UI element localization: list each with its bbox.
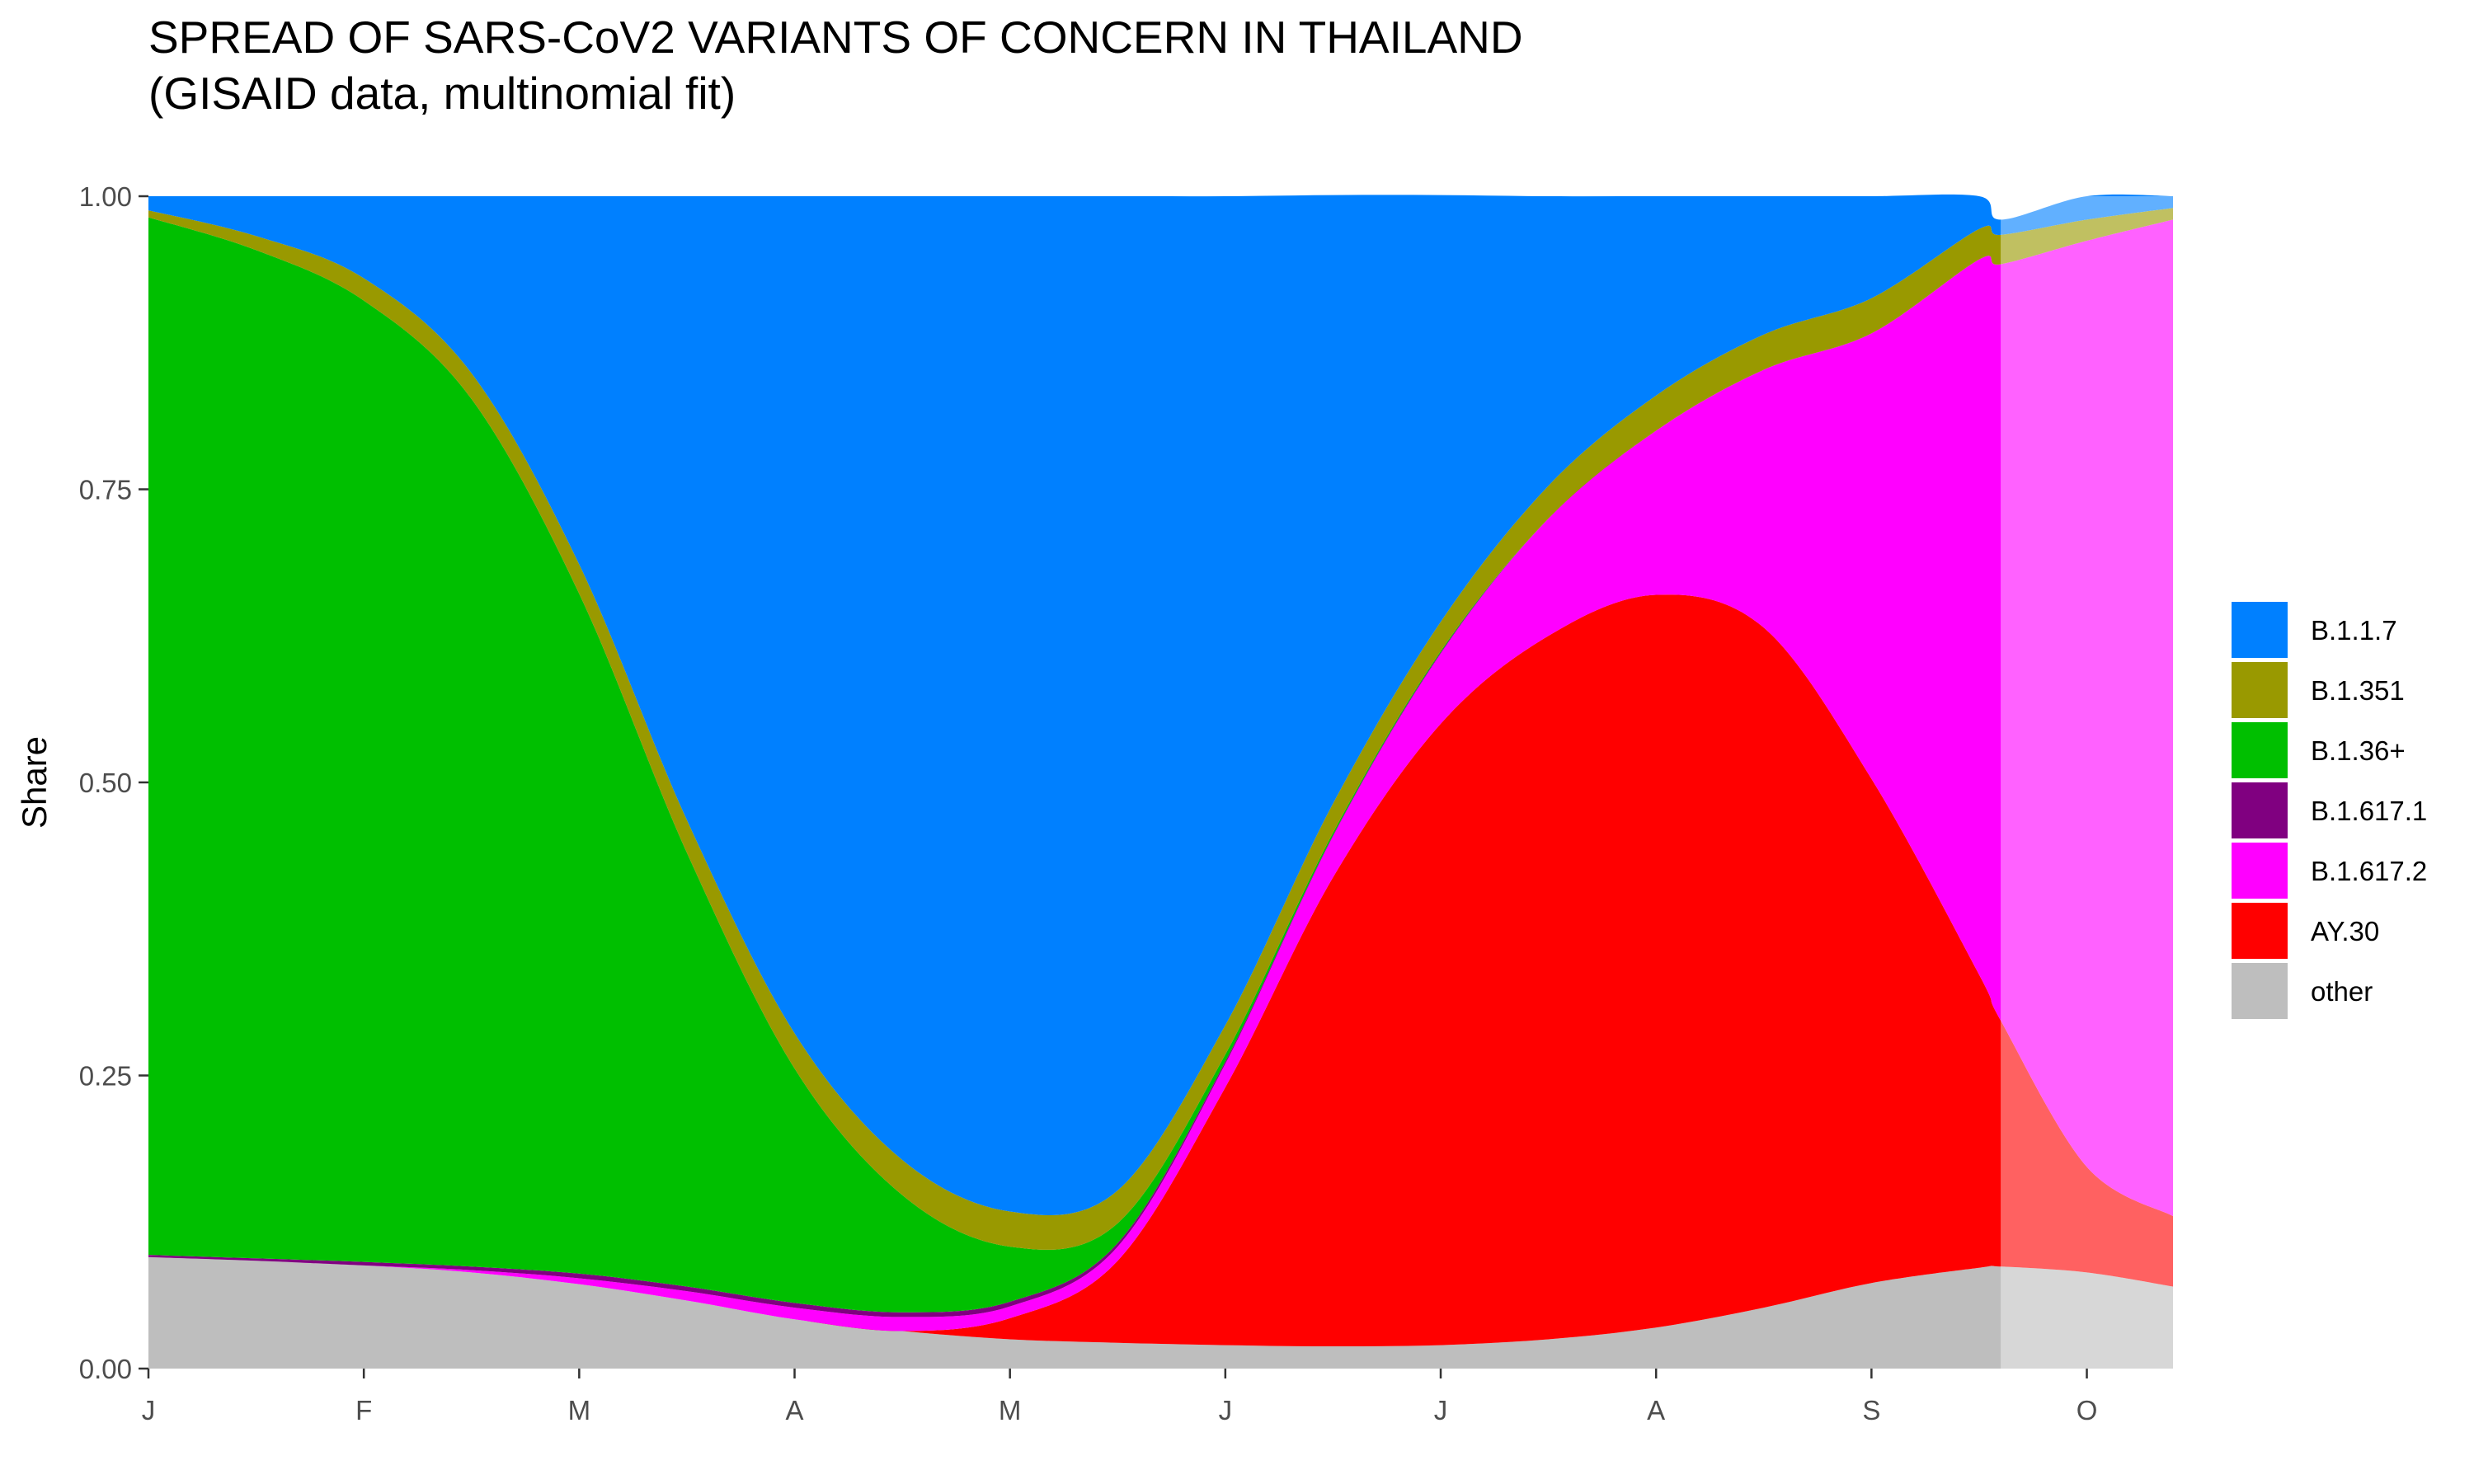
x-tick-label: J bbox=[1434, 1395, 1448, 1425]
x-tick-label: J bbox=[142, 1395, 156, 1425]
legend-label: AY.30 bbox=[2311, 916, 2379, 946]
x-tick-label: S bbox=[1862, 1395, 1880, 1425]
area-b-1-36- bbox=[148, 217, 2173, 1313]
x-tick-label: M bbox=[999, 1395, 1022, 1425]
legend-label: other bbox=[2311, 976, 2373, 1007]
legend: B.1.1.7 B.1.351 B.1.36+ B.1.617.1 B.1.617.2 A… bbox=[2232, 602, 2427, 1019]
y-tick-label: 0.75 bbox=[79, 475, 132, 505]
legend-label: B.1.617.2 bbox=[2311, 856, 2427, 886]
x-tick-label: J bbox=[1219, 1395, 1233, 1425]
y-axis-title: Share bbox=[15, 736, 54, 829]
legend-key-b-1-617-1 bbox=[2232, 782, 2288, 838]
legend-key-b-1-1-7 bbox=[2232, 602, 2288, 658]
chart-title: SPREAD OF SARS-CoV2 VARIANTS OF CONCERN … bbox=[148, 12, 1523, 63]
y-tick-label: 0.50 bbox=[79, 768, 132, 798]
x-tick-label: M bbox=[568, 1395, 591, 1425]
legend-key-other bbox=[2232, 963, 2288, 1019]
x-tick-label: O bbox=[2077, 1395, 2098, 1425]
x-tick-label: A bbox=[1647, 1395, 1665, 1425]
chart-subtitle: (GISAID data, multinomial fit) bbox=[148, 68, 736, 119]
axes: 0.00 0.25 0.50 0.75 1.00 J F M A M J J A S O bbox=[79, 181, 2098, 1425]
legend-key-b-1-351 bbox=[2232, 662, 2288, 718]
y-tick-label: 0.00 bbox=[79, 1354, 132, 1384]
area-other bbox=[148, 1256, 2173, 1369]
legend-key-ay-30 bbox=[2232, 903, 2288, 959]
x-tick-label: F bbox=[355, 1395, 372, 1425]
area-b-1-1-7 bbox=[148, 194, 2173, 1215]
area-b-1-617-2 bbox=[148, 219, 2173, 1331]
projection-overlay bbox=[2001, 196, 2173, 1369]
area-ay-30 bbox=[148, 594, 2173, 1346]
projection-shade bbox=[2001, 196, 2173, 1369]
legend-key-b-1-36- bbox=[2232, 722, 2288, 778]
legend-label: B.1.36+ bbox=[2311, 735, 2406, 766]
x-tick-label: A bbox=[786, 1395, 804, 1425]
legend-label: B.1.1.7 bbox=[2311, 615, 2397, 646]
legend-key-b-1-617-2 bbox=[2232, 843, 2288, 899]
legend-label: B.1.351 bbox=[2311, 675, 2405, 706]
y-tick-label: 0.25 bbox=[79, 1061, 132, 1092]
stacked-areas bbox=[148, 194, 2173, 1369]
y-tick-label: 1.00 bbox=[79, 181, 132, 212]
legend-label: B.1.617.1 bbox=[2311, 796, 2427, 826]
